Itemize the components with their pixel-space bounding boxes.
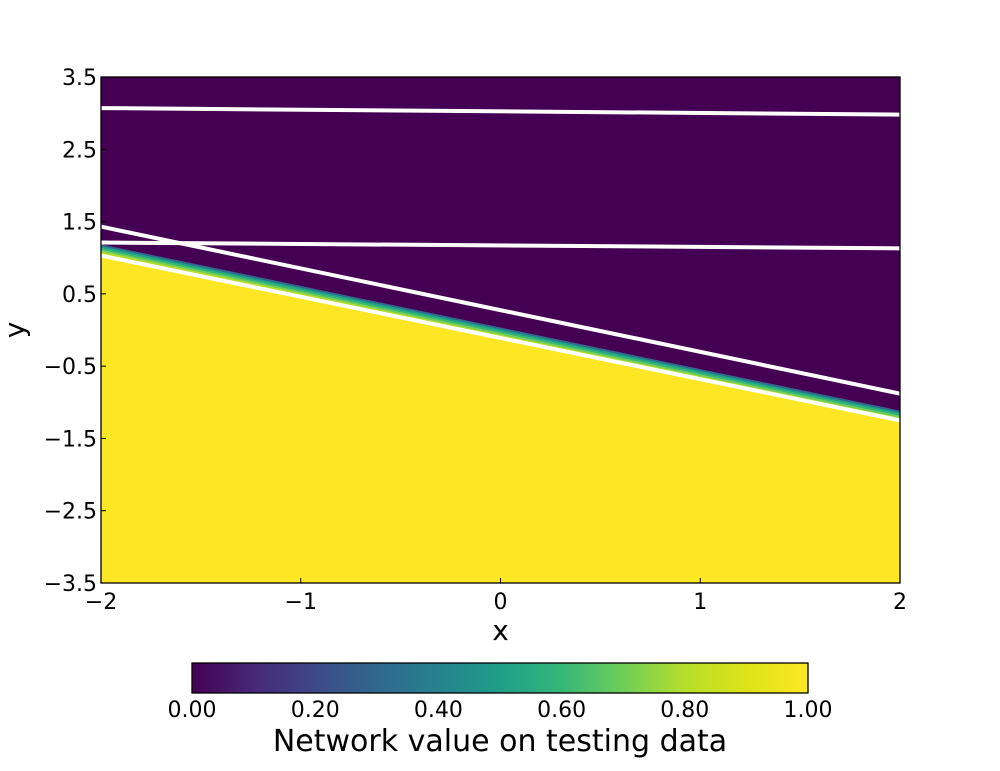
y-tick-label: −2.5	[44, 500, 97, 525]
x-axis-label: x	[492, 614, 509, 647]
boundary-line-4	[101, 253, 900, 423]
transition-band	[101, 247, 900, 417]
transition-band	[101, 249, 900, 419]
boundary-line-3	[101, 240, 900, 251]
colorbar-tick-label: 0.00	[168, 698, 217, 723]
colorbar-label: Network value on testing data	[273, 724, 727, 759]
colorbar-tick-label: 1.00	[784, 698, 833, 723]
y-tick-label: −0.5	[44, 355, 97, 380]
transition-band	[101, 246, 900, 415]
y-tick-label: 1.5	[62, 211, 97, 236]
transition-band	[101, 244, 900, 413]
y-tick-label: 2.5	[62, 138, 97, 163]
colorbar-tick-label: 0.80	[660, 698, 709, 723]
colorbar-tick-label: 0.60	[537, 698, 586, 723]
x-tick-label: 2	[893, 590, 907, 615]
y-tick-label: −3.5	[44, 572, 97, 597]
x-tick-label: 1	[693, 590, 707, 615]
y-axis-label: y	[0, 322, 31, 339]
y-tick-label: 3.5	[62, 66, 97, 91]
boundary-line-1	[101, 106, 900, 117]
y-tick-label: −1.5	[44, 427, 97, 452]
y-tick-label: 0.5	[62, 283, 97, 308]
colorbar-tick-label: 0.20	[291, 698, 340, 723]
x-tick-label: −2	[85, 590, 117, 615]
boundary-line-2	[101, 224, 900, 396]
x-tick-label: −1	[285, 590, 317, 615]
colorbar	[191, 662, 809, 694]
colorbar-tick-label: 0.40	[414, 698, 463, 723]
x-tick-label: 0	[494, 590, 508, 615]
